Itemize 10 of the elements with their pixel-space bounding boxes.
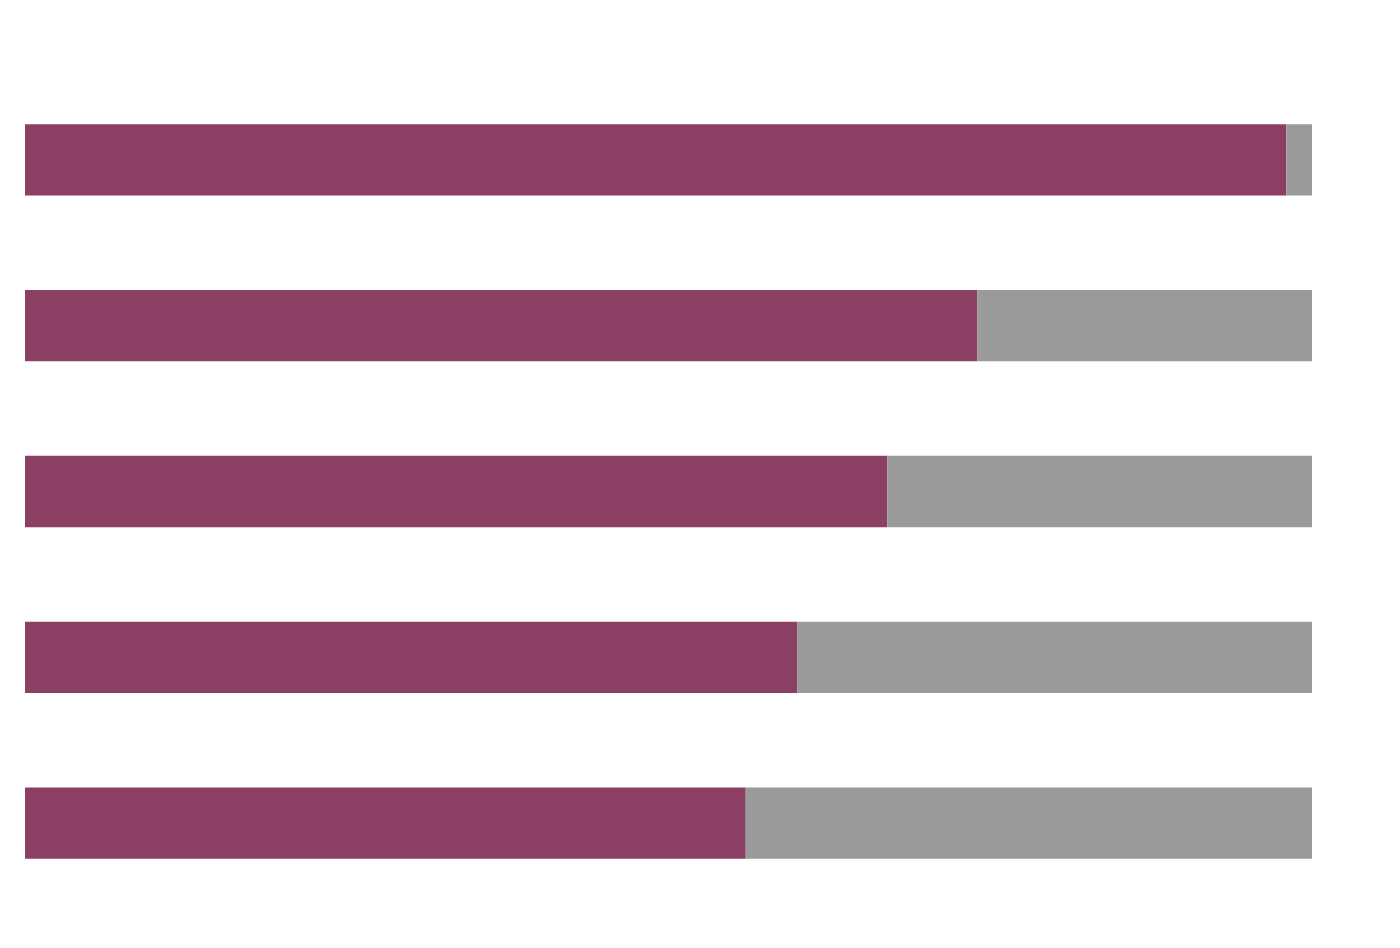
- bar: [1286, 124, 1312, 196]
- bar: [745, 787, 1312, 859]
- bar: [25, 290, 978, 362]
- bar: [797, 621, 1312, 693]
- bar: [25, 124, 1287, 196]
- bar: [25, 621, 798, 693]
- bar: [25, 455, 888, 528]
- bar: [887, 455, 1312, 528]
- bar: [25, 787, 746, 859]
- bar: [977, 290, 1312, 362]
